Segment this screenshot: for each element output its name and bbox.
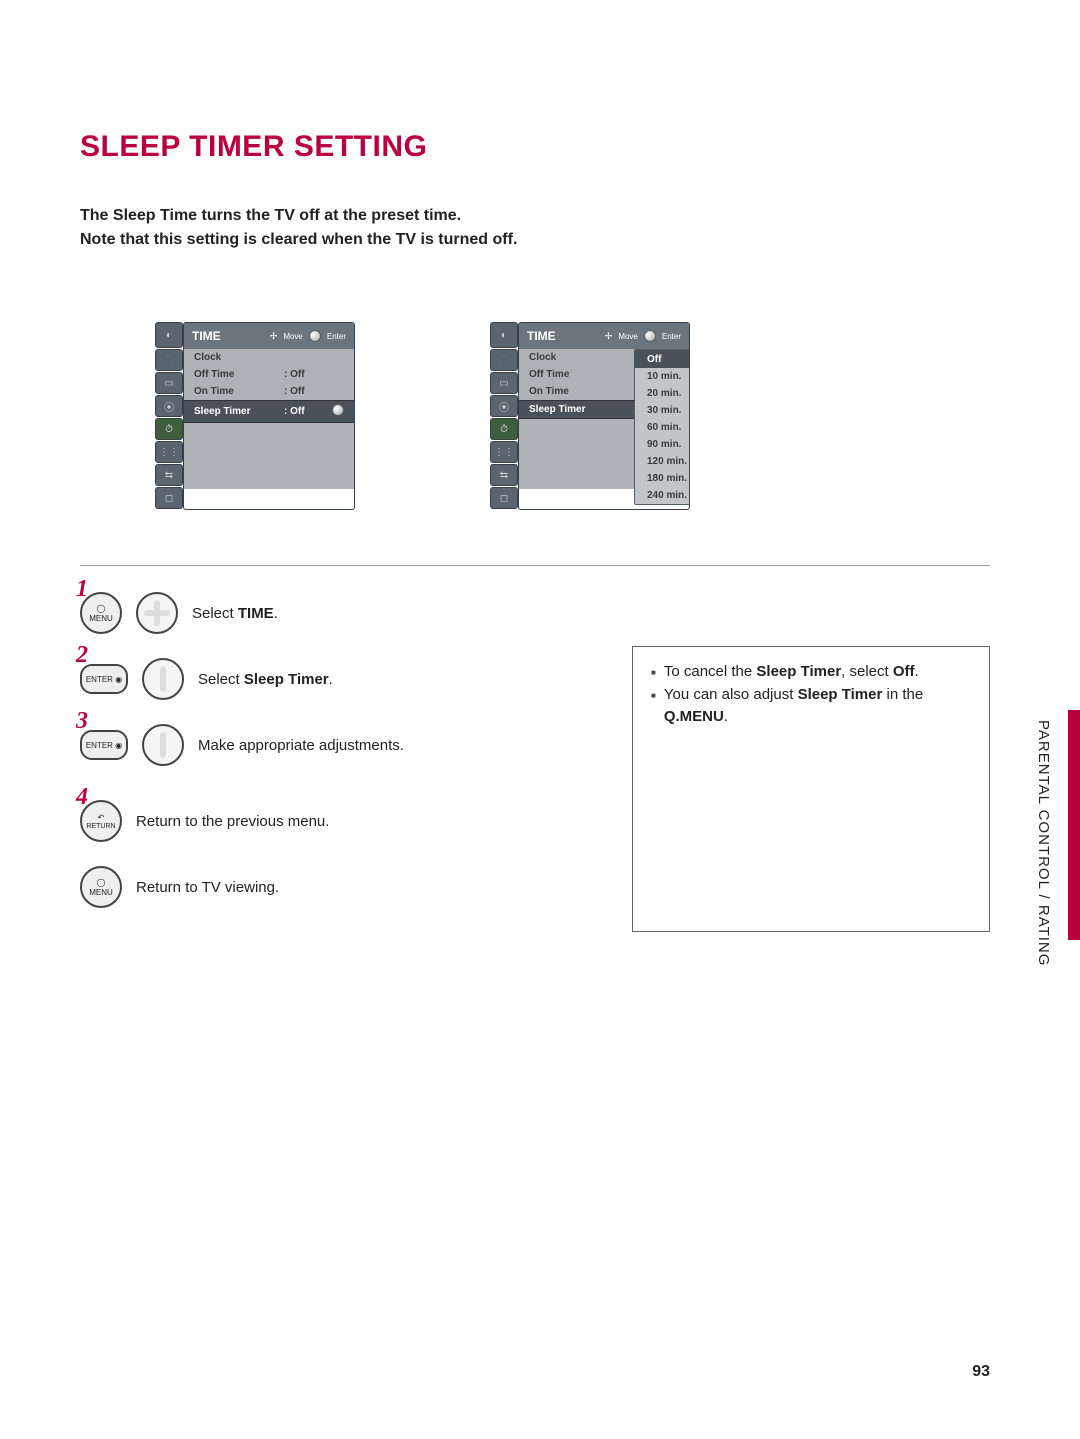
step-5-text: Return to TV viewing. <box>136 879 279 896</box>
sidebar-icon-audio: 🎵 <box>490 349 518 371</box>
popup-row: 180 min. <box>635 470 690 487</box>
menu-row: Clock <box>184 349 354 366</box>
sidebar-icon-lock: ⋮⋮ <box>155 441 183 463</box>
step-2: 2 ENTER ◉ Select Sleep Timer. <box>80 658 582 700</box>
step-1-text: Select TIME. <box>192 605 278 622</box>
osd-menu-right: ◐ 🎵 ▭ ⦿ ⏱ ⋮⋮ ⇆ ◻ TIME ✢Move Enter ClockO… <box>490 322 690 510</box>
hint-move: Move <box>283 332 303 341</box>
step-3-text: Make appropriate adjustments. <box>198 737 404 754</box>
sidebar-icon-input: ⇆ <box>490 464 518 486</box>
step-4-text: Return to the previous menu. <box>136 813 329 830</box>
hint-enter: Enter <box>327 332 346 341</box>
hint-enter: Enter <box>662 332 681 341</box>
page-number: 93 <box>972 1363 990 1381</box>
hint-move: Move <box>618 332 638 341</box>
dpad-updown-icon[interactable] <box>142 724 184 766</box>
tip-1: To cancel the Sleep Timer, select Off. <box>651 661 971 684</box>
sidebar-icon-channel: ▭ <box>490 372 518 394</box>
sidebar-icon-option: ⏱ <box>155 418 183 440</box>
tips-box: To cancel the Sleep Timer, select Off. Y… <box>632 646 990 932</box>
step-number: 4 <box>76 784 88 811</box>
menu-row: Sleep Timer: Off <box>184 400 354 423</box>
sidebar-icon-usb: ◻ <box>490 487 518 509</box>
section-tab: PARENTAL CONTROL / RATING <box>1035 720 1052 966</box>
page-title: SLEEP TIMER SETTING <box>80 130 990 164</box>
tip-2: You can also adjust Sleep Timer in the Q… <box>651 684 971 729</box>
sidebar-icon-lock: ⋮⋮ <box>490 441 518 463</box>
separator <box>80 565 990 566</box>
sidebar-icon-channel: ▭ <box>155 372 183 394</box>
step-1: 1 ◯ MENU Select TIME. <box>80 592 582 634</box>
popup-row: Off <box>635 350 690 368</box>
popup-row: 60 min. <box>635 419 690 436</box>
menu-row: Off Time: Off <box>184 366 354 383</box>
step-number: 2 <box>76 642 88 669</box>
dpad-icon[interactable] <box>136 592 178 634</box>
sidebar-icon-input: ⇆ <box>155 464 183 486</box>
step-number: 3 <box>76 708 88 735</box>
dpad-updown-icon[interactable] <box>142 658 184 700</box>
osd-menu-left: ◐ 🎵 ▭ ⦿ ⏱ ⋮⋮ ⇆ ◻ TIME ✢Move Enter ClockO… <box>155 322 355 510</box>
step-4: 4 ↶ RETURN Return to the previous menu. <box>80 800 582 842</box>
menu-row: On Time: Off <box>184 383 354 400</box>
intro-text: The Sleep Time turns the TV off at the p… <box>80 204 990 252</box>
popup-row: 90 min. <box>635 436 690 453</box>
osd-left-header: TIME <box>192 329 221 343</box>
popup-row: 20 min. <box>635 385 690 402</box>
popup-row: 30 min. <box>635 402 690 419</box>
step-number: 1 <box>76 576 88 603</box>
sidebar-icon-option: ⏱ <box>490 418 518 440</box>
step-3: 3 ENTER ◉ Make appropriate adjustments. <box>80 724 582 766</box>
sidebar-icon-audio: 🎵 <box>155 349 183 371</box>
popup-row: 120 min. <box>635 453 690 470</box>
osd-right-header: TIME <box>527 329 556 343</box>
step-2-text: Select Sleep Timer. <box>198 671 333 688</box>
sidebar-icon-picture: ◐ <box>490 322 518 348</box>
steps-list: 1 ◯ MENU Select TIME. 2 ENTER ◉ Select S… <box>80 592 582 932</box>
intro-line-1: The Sleep Time turns the TV off at the p… <box>80 204 990 228</box>
menu-button[interactable]: ◯ MENU <box>80 866 122 908</box>
section-tab-bar <box>1068 710 1080 940</box>
intro-line-2: Note that this setting is cleared when t… <box>80 228 990 252</box>
sidebar-icon-picture: ◐ <box>155 322 183 348</box>
osd-left-sidebar: ◐ 🎵 ▭ ⦿ ⏱ ⋮⋮ ⇆ ◻ <box>155 322 183 510</box>
sidebar-icon-usb: ◻ <box>155 487 183 509</box>
sleep-timer-popup: Off10 min.20 min.30 min.60 min.90 min.12… <box>634 349 690 505</box>
popup-row: 10 min. <box>635 368 690 385</box>
popup-row: 240 min. <box>635 487 690 504</box>
sidebar-icon-time: ⦿ <box>490 395 518 417</box>
osd-right-sidebar: ◐ 🎵 ▭ ⦿ ⏱ ⋮⋮ ⇆ ◻ <box>490 322 518 510</box>
step-5: ◯ MENU Return to TV viewing. <box>80 866 582 908</box>
sidebar-icon-time: ⦿ <box>155 395 183 417</box>
